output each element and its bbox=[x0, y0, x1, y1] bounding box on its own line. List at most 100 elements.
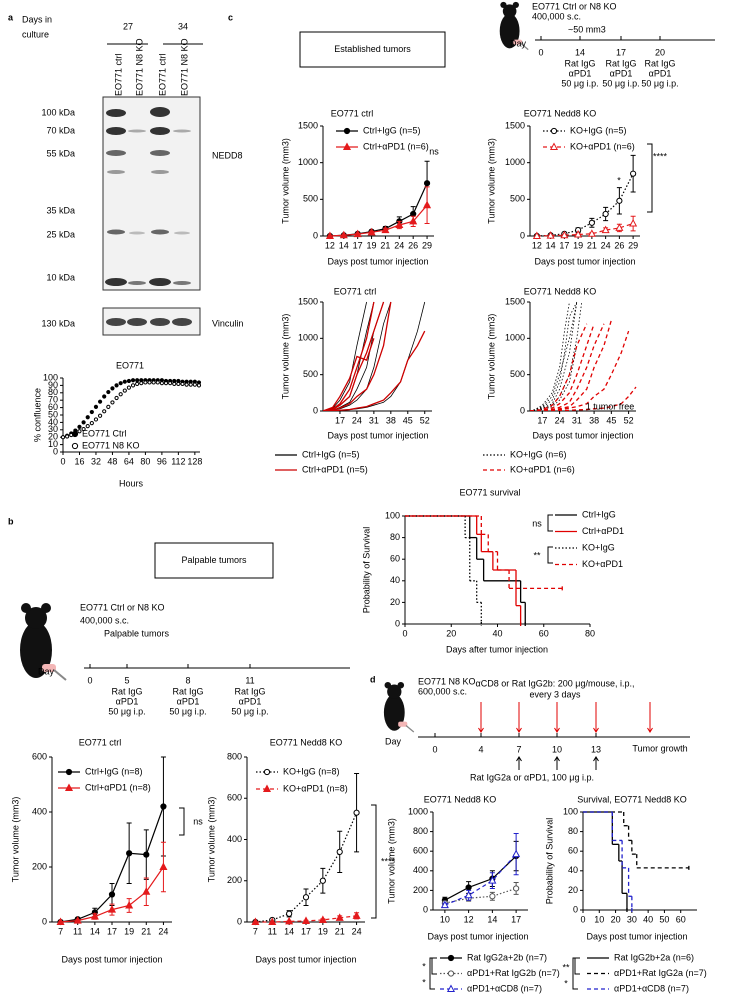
day: 14 bbox=[575, 47, 585, 57]
x-tick-label: 32 bbox=[91, 456, 101, 466]
cell-info: 600,000 s.c. bbox=[418, 686, 467, 696]
y-tick-label: 0 bbox=[237, 916, 242, 926]
day: 20 bbox=[655, 47, 665, 57]
y-tick-label: 0 bbox=[313, 230, 318, 240]
point bbox=[560, 230, 569, 239]
treatment: αPD1 bbox=[569, 68, 592, 78]
x-tick-label: 12 bbox=[532, 240, 542, 250]
x-tick-label: 14 bbox=[284, 926, 294, 936]
point bbox=[319, 877, 326, 884]
point bbox=[142, 887, 151, 895]
x-tick-label: 17 bbox=[353, 240, 363, 250]
loading-bands bbox=[106, 318, 192, 326]
cell-info: EO771 N8 KO bbox=[418, 676, 476, 686]
x-tick-label: 21 bbox=[141, 926, 151, 936]
legend-marker bbox=[263, 768, 271, 776]
arrow-head bbox=[647, 727, 653, 733]
y-tick-label: 1000 bbox=[408, 806, 428, 816]
x-tick-label: 29 bbox=[628, 240, 638, 250]
point bbox=[118, 392, 123, 397]
legend-marker bbox=[65, 768, 73, 776]
y-tick-label: 400 bbox=[227, 834, 242, 844]
kda-marker: 25 kDa bbox=[46, 229, 75, 239]
point bbox=[160, 803, 167, 810]
curve bbox=[530, 301, 578, 411]
x-tick-label: 10 bbox=[594, 914, 604, 924]
point bbox=[587, 229, 596, 237]
day-label: Day bbox=[385, 736, 402, 746]
panel-label: b bbox=[8, 516, 14, 526]
curve bbox=[323, 301, 392, 411]
y-tick-label: 0 bbox=[423, 904, 428, 914]
curve bbox=[323, 338, 375, 411]
y-tick-label: 10 bbox=[48, 439, 58, 449]
y-tick-label: 200 bbox=[32, 861, 47, 871]
x-tick-label: 7 bbox=[253, 926, 258, 936]
blot-bands bbox=[105, 107, 191, 286]
point bbox=[465, 884, 472, 891]
x-tick-label: 24 bbox=[601, 240, 611, 250]
point bbox=[114, 383, 119, 388]
day: 7 bbox=[516, 744, 521, 754]
point bbox=[353, 229, 362, 238]
legend-label: αPD1+Rat IgG2b (n=7) bbox=[467, 968, 560, 978]
point bbox=[184, 382, 189, 387]
treatment: 50 μg i.p. bbox=[561, 78, 598, 88]
y-tick-label: 500 bbox=[303, 369, 318, 379]
kda-marker: 70 kDa bbox=[46, 125, 75, 135]
point bbox=[110, 400, 115, 405]
x-tick-label: 30 bbox=[627, 914, 637, 924]
curve bbox=[323, 301, 375, 411]
y-tick-label: 600 bbox=[227, 793, 242, 803]
point bbox=[130, 383, 136, 388]
day-label: Day bbox=[38, 666, 55, 676]
x-tick-label: 52 bbox=[624, 415, 634, 425]
point bbox=[159, 381, 164, 386]
point bbox=[56, 917, 65, 925]
series-line bbox=[444, 855, 517, 901]
curve bbox=[323, 301, 385, 411]
x-tick-label: 31 bbox=[572, 415, 582, 425]
kda-marker: 130 kDa bbox=[41, 318, 75, 328]
legend-marker bbox=[64, 783, 74, 791]
y-tick-label: 20 bbox=[390, 597, 400, 607]
y-tick-label: 100 bbox=[43, 372, 58, 382]
point bbox=[130, 378, 136, 383]
treatment: αPD1 bbox=[239, 696, 262, 706]
point bbox=[335, 913, 344, 921]
kda-marker: 55 kDa bbox=[46, 148, 75, 158]
point bbox=[196, 383, 202, 388]
point bbox=[155, 380, 160, 385]
point bbox=[616, 197, 623, 204]
x-tick-label: 17 bbox=[335, 415, 345, 425]
mouse-icon bbox=[20, 603, 67, 681]
legend-label: αPD1+αCD8 (n=7) bbox=[614, 983, 689, 993]
box-title: Palpable tumors bbox=[181, 555, 247, 565]
x-tick-label: 17 bbox=[107, 926, 117, 936]
annotation: * bbox=[422, 961, 426, 971]
cell-info: EO771 Ctrl or N8 KO bbox=[80, 602, 165, 612]
arrow-head bbox=[554, 756, 560, 762]
point bbox=[325, 231, 334, 239]
x-axis-label: Days post tumor injection bbox=[532, 430, 633, 440]
day: 0 bbox=[87, 675, 92, 685]
arrow-head bbox=[554, 727, 560, 733]
y-tick-label: 40 bbox=[568, 865, 578, 875]
legend-label: Rat IgG2a+2b (n=7) bbox=[467, 952, 547, 962]
x-tick-label: 26 bbox=[614, 240, 624, 250]
point bbox=[192, 382, 197, 387]
legend-label: KO+IgG (n=6) bbox=[510, 449, 567, 459]
y-tick-label: 1500 bbox=[505, 296, 525, 306]
arrow-head bbox=[478, 727, 484, 733]
y-axis-label: Probability of Survival bbox=[544, 818, 554, 905]
y-tick-label: 600 bbox=[413, 846, 428, 856]
day: 8 bbox=[185, 675, 190, 685]
note: ~50 mm3 bbox=[568, 24, 606, 34]
x-tick-label: 19 bbox=[573, 240, 583, 250]
point bbox=[339, 230, 348, 239]
annotation: ns bbox=[429, 146, 439, 156]
y-tick-label: 80 bbox=[390, 532, 400, 542]
protein-label: NEDD8 bbox=[212, 150, 243, 160]
point bbox=[89, 421, 94, 426]
x-tick-label: 24 bbox=[352, 926, 362, 936]
